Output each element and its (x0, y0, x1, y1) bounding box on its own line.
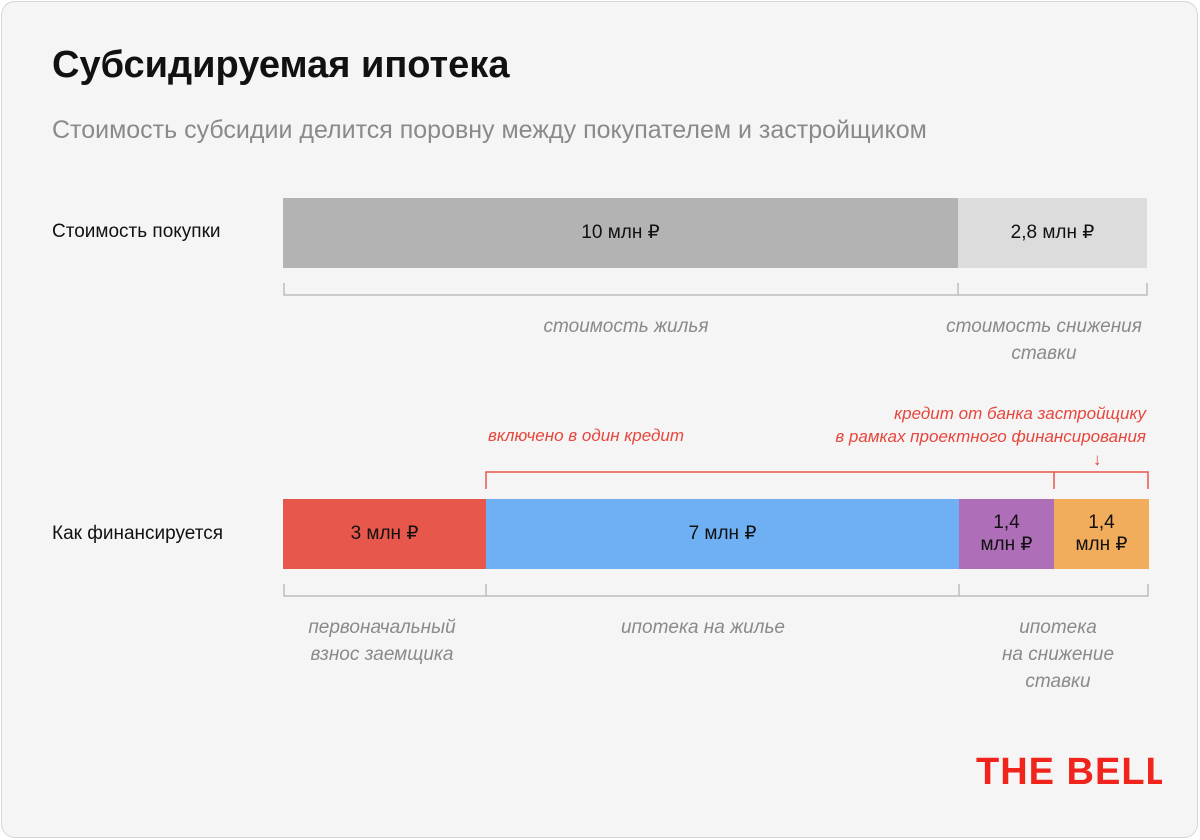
caption-housing-cost: стоимость жилья (543, 316, 709, 337)
bar-label-buyer-share-unit: млн ₽ (980, 534, 1033, 555)
chart-title: Субсидируемая ипотека (52, 44, 510, 86)
bar-buyer-rate-share: 1,4 млн ₽ (959, 499, 1054, 569)
row-label-purchase: Стоимость покупки (52, 221, 221, 242)
bracket-bank-credit (1054, 471, 1149, 489)
caption-rate-mortgage: ипотека на снижение ставки (1001, 617, 1115, 692)
bracket-rate-mortgage (959, 584, 1149, 597)
bracket-single-credit (485, 471, 1055, 489)
bar-label-developer-share-value: 1,4 (1088, 512, 1115, 533)
bar-label-rate-reduction-cost: 2,8 млн ₽ (1010, 222, 1095, 243)
bracket-housing-cost (283, 283, 959, 296)
bar-rate-reduction-cost: 2,8 млн ₽ (958, 198, 1147, 268)
bracket-down-payment (283, 584, 487, 597)
bar-housing-mortgage: 7 млн ₽ (486, 499, 959, 569)
bar-label-housing-mortgage: 7 млн ₽ (688, 523, 757, 544)
bar-label-developer-share-unit: млн ₽ (1075, 534, 1128, 555)
caption-down-payment: первоначальный взнос заемщика (308, 617, 456, 665)
row-label-financing: Как финансируется (52, 523, 223, 544)
caption-rate-reduction-cost: стоимость снижения ставки (946, 316, 1142, 364)
bar-label-buyer-share-value: 1,4 (993, 512, 1020, 533)
bar-down-payment: 3 млн ₽ (283, 499, 486, 569)
arrow-down-icon: ↓ (1093, 450, 1102, 469)
caption-housing-mortgage: ипотека на жилье (620, 617, 785, 638)
bracket-housing-mortgage (486, 584, 960, 597)
chart-subtitle: Стоимость субсидии делится поровну между… (52, 116, 927, 144)
bar-housing-cost: 10 млн ₽ (283, 198, 958, 268)
annotation-single-credit: включено в один кредит (488, 426, 685, 445)
bar-label-housing-cost: 10 млн ₽ (581, 222, 660, 243)
logo-text: THE BELL. (976, 751, 1162, 792)
bar-label-down-payment: 3 млн ₽ (350, 523, 419, 544)
annotation-bank-credit: кредит от банка застройщику в рамках про… (835, 404, 1146, 446)
the-bell-logo: THE BELL. (976, 751, 1162, 792)
bar-developer-rate-share: 1,4 млн ₽ (1054, 499, 1149, 569)
bracket-rate-cost (958, 283, 1148, 296)
